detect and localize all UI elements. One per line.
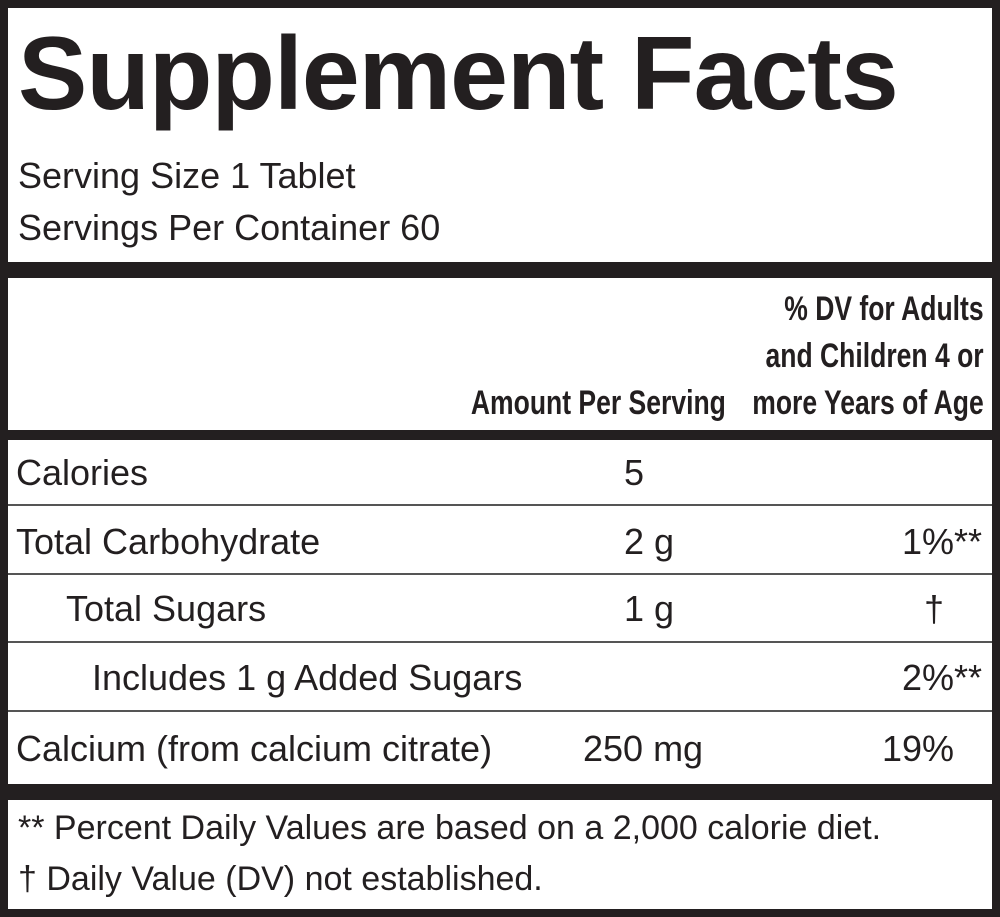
servings-per-container: Servings Per Container 60	[18, 207, 441, 248]
serving-size: Serving Size 1 Tablet	[18, 155, 356, 196]
row-dv: †	[923, 588, 944, 629]
row-line	[8, 504, 992, 506]
row-name: Total Carbohydrate	[16, 521, 321, 562]
divider	[0, 262, 1000, 278]
footnote: ** Percent Daily Values are based on a 2…	[18, 809, 882, 847]
row-dv: 2%**	[901, 657, 982, 698]
row-amount: 2 g	[624, 521, 675, 562]
amount-header: Amount Per Serving	[471, 384, 726, 422]
row-amount: 1 g	[624, 588, 675, 629]
row-line	[8, 641, 992, 643]
row-name: Calories	[16, 452, 149, 493]
dv-header: more Years of Age	[752, 384, 984, 422]
divider	[0, 430, 1000, 440]
row-amount: 250 mg	[583, 728, 704, 769]
row-amount: 5	[624, 452, 645, 493]
row-line	[8, 710, 992, 712]
row-dv: 1%**	[901, 521, 982, 562]
footnote: † Daily Value (DV) not established.	[18, 860, 543, 898]
dv-header: % DV for Adults	[784, 290, 984, 328]
row-line	[8, 573, 992, 575]
row-name: Includes 1 g Added Sugars	[92, 657, 523, 698]
divider	[0, 784, 1000, 800]
row-dv: 19%	[881, 728, 954, 769]
dv-header: and Children 4 or	[765, 337, 984, 375]
row-name: Total Sugars	[66, 588, 267, 629]
title: Supplement Facts	[18, 16, 899, 132]
row-name: Calcium (from calcium citrate)	[16, 728, 493, 769]
